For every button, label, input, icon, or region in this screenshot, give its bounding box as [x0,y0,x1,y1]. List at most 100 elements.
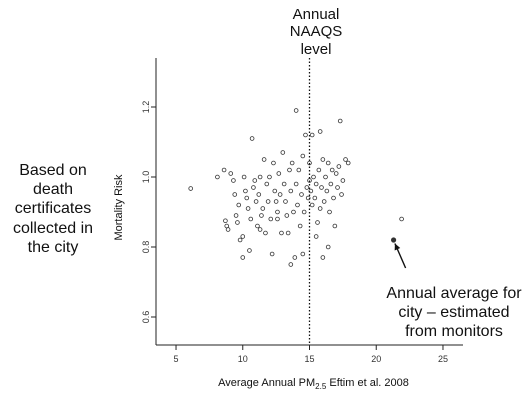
data-point [263,230,268,236]
data-point [225,227,231,232]
data-point [247,248,252,253]
data-point [265,199,271,204]
data-point [320,157,326,162]
x-tick-label: 5 [174,354,179,364]
data-point [307,178,312,183]
data-point [307,160,312,166]
y-tick-label: 0.6 [141,311,151,324]
annotation-city-average: Annual average for city – estimated from… [378,284,530,342]
city-average-marker [390,237,407,269]
data-point [315,220,320,225]
x-axis-title-main: Average Annual PM [218,377,315,389]
annotation-line: collected in [12,219,94,237]
data-point [259,213,264,218]
data-point [300,153,306,159]
data-point [327,209,332,215]
data-point [305,195,311,201]
annotation-line: Based on [19,162,87,179]
annotation-death-certificates: Based on death certificates collected in… [2,161,104,257]
data-point [235,220,240,225]
data-point [257,174,263,180]
data-point [283,199,288,204]
data-point [249,136,255,141]
city-average-point [390,237,397,243]
data-point [245,206,251,211]
annotation-line: death [32,181,74,199]
data-point [233,213,239,218]
data-point [319,185,324,190]
data-point [289,160,295,166]
annotation-line: level [300,40,332,58]
data-point [288,262,294,267]
data-point [271,160,276,166]
data-point [251,185,256,190]
data-point [260,206,266,211]
data-point [297,223,303,229]
annotation-line: from monitors [405,323,503,341]
data-point [288,188,294,194]
data-point [321,199,327,204]
data-point [309,132,315,138]
data-point [277,192,283,197]
data-point [252,178,258,183]
data-point [188,186,194,191]
x-tick-label: 20 [371,354,381,364]
data-point [343,157,348,162]
data-point [264,181,270,187]
x-axis-title-subscript: 2.5 [315,382,327,391]
x-tick-label: 10 [238,354,248,364]
data-point [303,132,308,138]
data-point [253,199,259,204]
data-point [296,167,302,173]
data-point [328,181,334,187]
annotation-line: city – estimated [398,304,510,322]
data-point [280,150,286,155]
data-point [269,251,275,257]
data-point [240,234,246,239]
data-point [339,192,344,197]
data-point [293,108,299,113]
data-point [313,181,319,187]
data-point [221,167,227,173]
annotation-naaqs-level: Annual NAAQS level [272,6,360,58]
x-tick-label: 15 [304,354,314,364]
data-point [335,185,340,190]
data-point [331,195,336,201]
data-point [337,118,343,124]
x-axis-title-citation: Eftim et al. 2008 [326,377,409,389]
data-point [329,167,335,173]
data-point [256,192,262,197]
y-tick-label: 1.2 [141,101,151,114]
arrow-head [394,243,401,251]
y-tick-label: 0.8 [141,241,151,254]
data-point [295,202,300,208]
data-point [332,223,338,229]
data-point [309,202,315,208]
data-point [312,195,318,201]
data-point [255,223,260,229]
data-point [231,178,236,183]
data-point [304,185,310,190]
data-point [248,216,254,222]
data-point [299,192,304,197]
y-axis-title: Mortality Risk [113,174,125,241]
data-point [275,209,280,215]
data-point [293,181,299,187]
data-point [215,174,220,180]
x-tick-label: 25 [438,354,448,364]
data-point [275,216,280,222]
y-tick-label: 1.0 [141,171,151,184]
data-point [291,209,296,215]
data-point [232,192,238,197]
annotation-line: certificates [14,200,92,218]
data-point [279,230,284,236]
data-point [272,188,278,194]
data-point [236,202,242,208]
data-point [320,255,326,260]
annotation-line: Annual [292,6,340,23]
data-point [399,216,404,222]
data-point [325,160,331,166]
data-point [287,167,292,173]
data-point [345,160,351,166]
